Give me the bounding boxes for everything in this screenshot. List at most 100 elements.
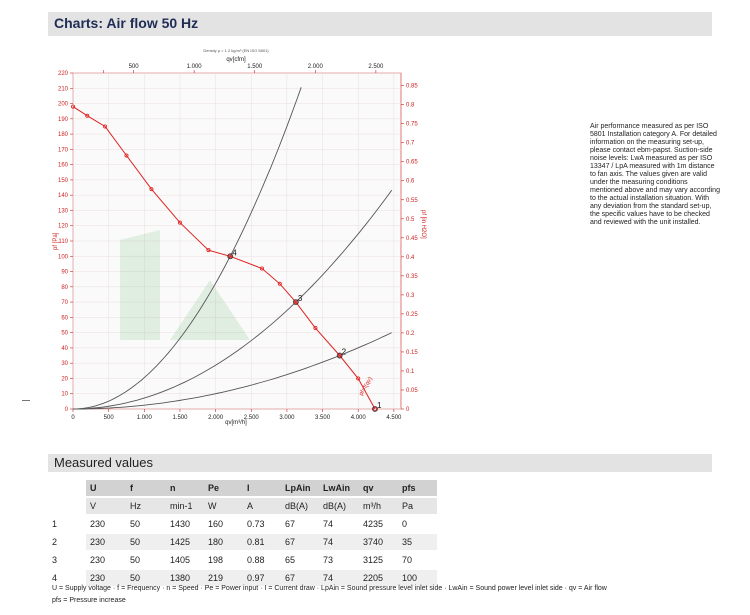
y-tick-label: 140 <box>58 193 69 199</box>
table-units-row: V Hz min-1 W A dB(A) dB(A) m³/h Pa <box>48 497 437 516</box>
fan-curve-marker <box>259 266 264 271</box>
y-tick-label: 80 <box>61 285 68 291</box>
x2-tick-label: 2.500 <box>368 64 384 70</box>
y2-tick-label: 0.05 <box>406 388 418 394</box>
table-row: 1 230 50 1430 160 0.73 67 74 4235 0 <box>48 515 437 534</box>
y-tick-label: 50 <box>61 331 68 337</box>
operating-point <box>336 352 343 359</box>
table-header-cell: f <box>126 480 166 498</box>
y-tick-label: 130 <box>58 208 69 214</box>
y2-tick-label: 0 <box>406 407 410 413</box>
table-legend: U = Supply voltage · f = Frequency · n =… <box>52 583 692 607</box>
table-cell: 180 <box>204 533 243 552</box>
charts-section-header: Charts: Air flow 50 Hz <box>48 12 712 36</box>
operating-point-label: 2 <box>342 348 347 357</box>
fan-curve-marker <box>277 281 282 286</box>
fan-curve-marker <box>228 254 233 259</box>
legend-line: U = Supply voltage · f = Frequency · n =… <box>52 585 607 592</box>
table-cell: dB(A) <box>281 497 319 516</box>
x2-tick-label: 500 <box>129 64 140 70</box>
x2-tick-label: 2.000 <box>308 64 324 70</box>
table-header-cell: U <box>86 480 126 498</box>
y-tick-label: 20 <box>61 376 68 382</box>
y-axis-label: pf [Pa] <box>53 232 59 250</box>
table-header-cell: Pe <box>204 480 243 498</box>
table-cell: V <box>86 497 126 516</box>
table-cell: 67 <box>281 569 319 588</box>
table-cell: 1 <box>48 515 86 534</box>
table-cell: 100 <box>398 569 437 588</box>
table-cell: A <box>243 497 281 516</box>
y-tick-label: 180 <box>58 132 69 138</box>
table-row: 2 230 50 1425 180 0.81 67 74 3740 35 <box>48 533 437 552</box>
table-cell: m³/h <box>359 497 398 516</box>
table-header-cell: pfs <box>398 480 437 498</box>
table-cell: 0.81 <box>243 533 281 552</box>
table-header-cell: LpAin <box>281 480 319 498</box>
x-axis-label: qv[m³/h] <box>225 420 247 426</box>
table-cell: 74 <box>319 533 359 552</box>
y2-tick-label: 0.65 <box>406 160 418 166</box>
table-cell: 1380 <box>166 569 204 588</box>
y2-tick-label: 0.15 <box>406 350 418 356</box>
table-cell: 160 <box>204 515 243 534</box>
table-cell: 70 <box>398 551 437 570</box>
x-tick-label: 1.500 <box>172 415 188 421</box>
table-cell: 67 <box>281 515 319 534</box>
measured-section-header: Measured values <box>48 454 712 472</box>
table-cell: 4 <box>48 569 86 588</box>
legend-line: pfs = Pressure increase <box>52 597 126 604</box>
x-tick-label: 1.000 <box>137 415 153 421</box>
table-cell: 2 <box>48 533 86 552</box>
y-tick-label: 210 <box>58 86 69 92</box>
y2-tick-label: 0.25 <box>406 312 418 318</box>
fan-curve-marker <box>372 406 377 411</box>
x-tick-label: 4.500 <box>386 415 402 421</box>
grid-lines <box>72 72 401 410</box>
operating-point-label: 1 <box>377 401 382 410</box>
y-tick-label: 40 <box>61 346 68 352</box>
table-cell: 230 <box>86 533 126 552</box>
table-cell: 50 <box>126 515 166 534</box>
x2-tick-label: 1.000 <box>187 64 203 70</box>
table-cell: 0.73 <box>243 515 281 534</box>
y-tick-label: 30 <box>61 361 68 367</box>
table-cell: 3125 <box>359 551 398 570</box>
y2-tick-label: 0.35 <box>406 274 418 280</box>
table-cell: 1405 <box>166 551 204 570</box>
table-cell: 50 <box>126 533 166 552</box>
operating-points: 4 3 2 1 <box>227 248 382 412</box>
table-cell: 0 <box>398 515 437 534</box>
table-header-cell <box>48 480 86 498</box>
table-header-cell: qv <box>359 480 398 498</box>
table-cell: 2205 <box>359 569 398 588</box>
table-cell: Pa <box>398 497 437 516</box>
y2-tick-label: 0.75 <box>406 122 418 128</box>
table-cell: 0.88 <box>243 551 281 570</box>
y-tick-label: 150 <box>58 178 69 184</box>
table-cell: 198 <box>204 551 243 570</box>
fan-curve-marker <box>124 153 129 158</box>
system-curve-2 <box>73 332 392 410</box>
fan-curve-marker <box>103 124 108 129</box>
y2-tick-label: 0.1 <box>406 369 415 375</box>
y-tick-label: 10 <box>61 392 68 398</box>
table-cell: Hz <box>126 497 166 516</box>
y2-tick-label: 0.3 <box>406 293 415 299</box>
y-tick-label: 190 <box>58 117 69 123</box>
table-cell: 230 <box>86 569 126 588</box>
measurement-note: Air performance measured as per ISO 5801… <box>590 123 720 226</box>
operating-point <box>292 299 299 305</box>
fan-curve-marker <box>149 187 154 192</box>
system-curve-4 <box>72 87 302 410</box>
top-note: Density ρ = 1.2 kg/m³ (EN ISO 5801) <box>203 48 269 53</box>
fan-curve-marker <box>71 104 76 109</box>
y-tick-label: 60 <box>61 315 68 321</box>
table-header-cell: n <box>166 480 204 498</box>
y2-tick-label: 0.2 <box>406 331 415 337</box>
table-cell: 65 <box>281 551 319 570</box>
table-cell: min-1 <box>166 497 204 516</box>
table-cell: dB(A) <box>319 497 359 516</box>
y2-tick-label: 0.8 <box>406 103 415 109</box>
table-cell: 230 <box>86 551 126 570</box>
